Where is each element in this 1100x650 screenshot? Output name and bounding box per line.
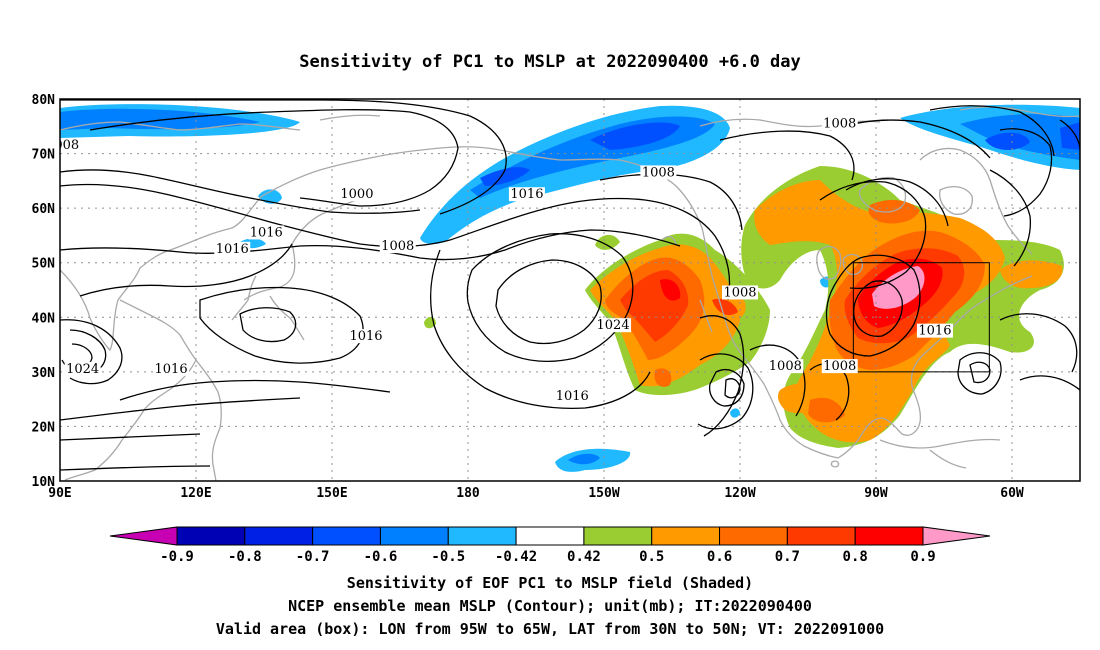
lat-tick-label: 70N bbox=[32, 148, 56, 163]
lat-tick-label: 60N bbox=[32, 202, 56, 217]
caption-line-2: NCEP ensemble mean MSLP (Contour); unit(… bbox=[288, 597, 812, 615]
colorbar-swatch bbox=[447, 526, 517, 546]
colorbar-high-extension bbox=[922, 526, 991, 546]
chart-title: Sensitivity of PC1 to MSLP at 2022090400… bbox=[299, 52, 801, 72]
colorbar-label: 0.7 bbox=[775, 549, 800, 565]
lat-tick-label: 10N bbox=[32, 475, 56, 490]
lat-tick-label: 80N bbox=[32, 93, 56, 108]
colorbar-low-extension bbox=[109, 526, 178, 546]
svg-text:1016: 1016 bbox=[216, 242, 249, 257]
svg-text:1024: 1024 bbox=[66, 362, 99, 377]
colorbar-label: -0.9 bbox=[160, 549, 194, 565]
contour-label: 1016 bbox=[214, 241, 251, 257]
lon-tick-label: 120E bbox=[180, 486, 211, 501]
contour-label: 1016 bbox=[916, 323, 953, 339]
colorbar-swatch bbox=[176, 526, 246, 546]
mslp-contours bbox=[60, 99, 1080, 471]
contour-label: 1016 bbox=[554, 389, 591, 404]
contour-label: 1008 bbox=[722, 285, 758, 300]
svg-text:1008: 1008 bbox=[723, 285, 756, 300]
svg-text:1016: 1016 bbox=[918, 324, 951, 339]
contour-label: 1008 bbox=[379, 239, 416, 254]
contour-label: 1000 bbox=[338, 187, 375, 202]
map-frame bbox=[59, 98, 1081, 482]
colorbar-label: 0.6 bbox=[707, 549, 732, 565]
contour-label: 1016 bbox=[153, 361, 190, 377]
contour-label: 1008 bbox=[640, 165, 677, 180]
svg-text:1016: 1016 bbox=[349, 329, 382, 344]
captions: Sensitivity of EOF PC1 to MSLP field (Sh… bbox=[216, 574, 884, 638]
lon-tick-label: 90E bbox=[48, 486, 71, 501]
colorbar-swatch bbox=[515, 526, 585, 546]
longitude-tick-labels: 90E 120E 150E 180 150W 120W 90W 60W bbox=[48, 486, 1024, 501]
colorbar-label: -0.6 bbox=[364, 549, 398, 565]
lon-tick-label: 150E bbox=[316, 486, 347, 501]
svg-text:1000: 1000 bbox=[340, 187, 373, 202]
colorbar: -0.9 -0.8 -0.7 -0.6 -0.5 -0.42 0.42 0.5 0.6 0.7 0.… bbox=[109, 526, 991, 565]
graticule bbox=[60, 99, 1080, 481]
lat-tick-label: 20N bbox=[32, 420, 56, 435]
contour-label: 1008 bbox=[821, 116, 858, 131]
contour-label: 1024 bbox=[595, 318, 632, 333]
svg-text:1016: 1016 bbox=[556, 389, 589, 404]
lon-tick-label: 90W bbox=[864, 486, 888, 501]
negative-sensitivity-shading bbox=[60, 104, 1080, 472]
colorbar-label: 0.8 bbox=[843, 549, 868, 565]
lon-tick-label: 180 bbox=[456, 486, 480, 501]
colorbar-label: 0.9 bbox=[910, 549, 935, 565]
lat-tick-label: 50N bbox=[32, 257, 56, 272]
svg-text:1016: 1016 bbox=[155, 362, 188, 377]
lat-tick-label: 30N bbox=[32, 366, 56, 381]
svg-text:1008: 1008 bbox=[769, 359, 802, 374]
colorbar-label: -0.5 bbox=[431, 549, 465, 565]
lon-tick-label: 60W bbox=[1000, 486, 1024, 501]
valid-area-box bbox=[852, 262, 990, 373]
svg-text:1008: 1008 bbox=[381, 239, 414, 254]
svg-text:1008: 1008 bbox=[642, 165, 675, 180]
lon-tick-label: 120W bbox=[724, 486, 755, 501]
colorbar-swatch bbox=[244, 526, 314, 546]
contour-label: 1008 bbox=[767, 359, 804, 374]
contour-label: 1016 bbox=[348, 329, 384, 344]
svg-text:1008: 1008 bbox=[823, 359, 856, 374]
svg-text:1008: 1008 bbox=[823, 116, 856, 131]
svg-text:008: 008 bbox=[54, 138, 79, 153]
colorbar-label: -0.42 bbox=[495, 549, 537, 565]
colorbar-swatch bbox=[312, 526, 381, 546]
contour-label: 008 bbox=[54, 138, 81, 153]
contour-label: 1024 bbox=[64, 361, 101, 377]
colorbar-swatch bbox=[379, 526, 449, 546]
colorbar-label: 0.5 bbox=[639, 549, 664, 565]
contour-label: 1016 bbox=[248, 225, 285, 240]
lon-tick-label: 150W bbox=[588, 486, 619, 501]
contour-label: 1016 bbox=[508, 187, 545, 202]
svg-text:1016: 1016 bbox=[510, 187, 543, 202]
latitude-tick-labels: 80N 70N 60N 50N 40N 30N 20N 10N bbox=[32, 93, 56, 490]
colorbar-label: -0.8 bbox=[228, 549, 262, 565]
colorbar-swatch bbox=[854, 526, 924, 546]
svg-text:1016: 1016 bbox=[250, 225, 283, 240]
colorbar-swatch bbox=[583, 526, 653, 546]
svg-text:1024: 1024 bbox=[597, 318, 630, 333]
caption-line-1: Sensitivity of EOF PC1 to MSLP field (Sh… bbox=[347, 574, 753, 592]
caption-line-3: Valid area (box): LON from 95W to 65W, L… bbox=[216, 620, 884, 638]
colorbar-label: 0.42 bbox=[567, 549, 601, 565]
colorbar-label: -0.7 bbox=[296, 549, 330, 565]
contour-label: 1008 bbox=[821, 359, 858, 374]
lat-tick-label: 40N bbox=[32, 311, 56, 326]
colorbar-swatch bbox=[786, 526, 856, 546]
colorbar-swatch bbox=[719, 526, 788, 546]
colorbar-swatch bbox=[651, 526, 721, 546]
